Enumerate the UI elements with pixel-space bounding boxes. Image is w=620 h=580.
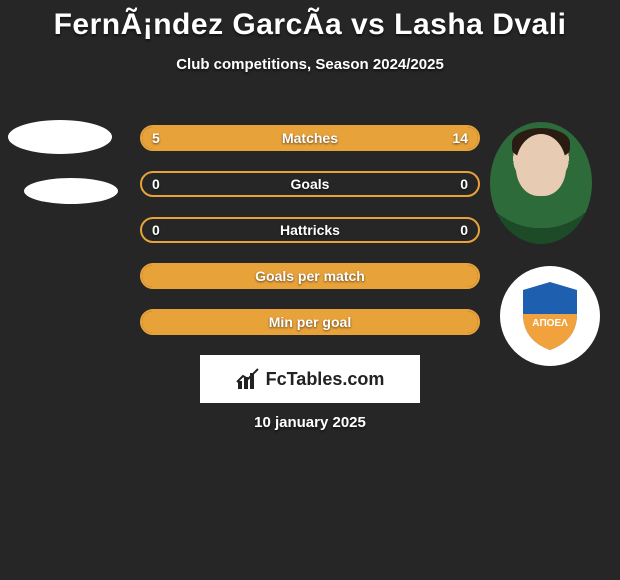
stat-label: Goals per match: [142, 265, 478, 287]
stat-label: Hattricks: [142, 219, 478, 241]
stat-value-left: 5: [152, 127, 160, 149]
fctables-label: FcTables.com: [266, 369, 385, 390]
subtitle: Club competitions, Season 2024/2025: [0, 56, 620, 73]
stat-row: Matches5 14: [140, 125, 480, 151]
stat-value-left: 0: [152, 173, 160, 195]
stat-value-right: 0: [460, 219, 468, 241]
stat-row: Hattricks0 0: [140, 217, 480, 243]
avatar-face-shape: [516, 134, 566, 196]
page-title: FernÃ¡ndez GarcÃ­a vs Lasha Dvali: [0, 0, 620, 42]
stat-row: Min per goal: [140, 309, 480, 335]
stat-row: Goals per match: [140, 263, 480, 289]
stat-label: Matches: [142, 127, 478, 149]
stat-value-left: 0: [152, 219, 160, 241]
player-left-avatar-placeholder-2: [24, 178, 118, 204]
stats-container: Matches514Goals00Hattricks00Goals per ma…: [140, 125, 480, 355]
comparison-infographic: FernÃ¡ndez GarcÃ­a vs Lasha Dvali Club c…: [0, 0, 620, 580]
club-shield-text: ΑΠΟΕΛ: [532, 318, 568, 329]
stat-label: Goals: [142, 173, 478, 195]
stat-label: Min per goal: [142, 311, 478, 333]
stat-value-right: 0: [460, 173, 468, 195]
stat-value-right: 14: [452, 127, 468, 149]
fctables-watermark: FcTables.com: [200, 355, 420, 403]
club-shield-icon: ΑΠΟΕΛ: [519, 280, 581, 352]
bar-chart-icon: [236, 367, 260, 391]
stat-row: Goals0 0: [140, 171, 480, 197]
date-line: 10 january 2025: [0, 414, 620, 431]
player-right-avatar: [490, 122, 592, 244]
player-left-avatar-placeholder-1: [8, 120, 112, 154]
player-right-club-badge: ΑΠΟΕΛ: [500, 266, 600, 366]
